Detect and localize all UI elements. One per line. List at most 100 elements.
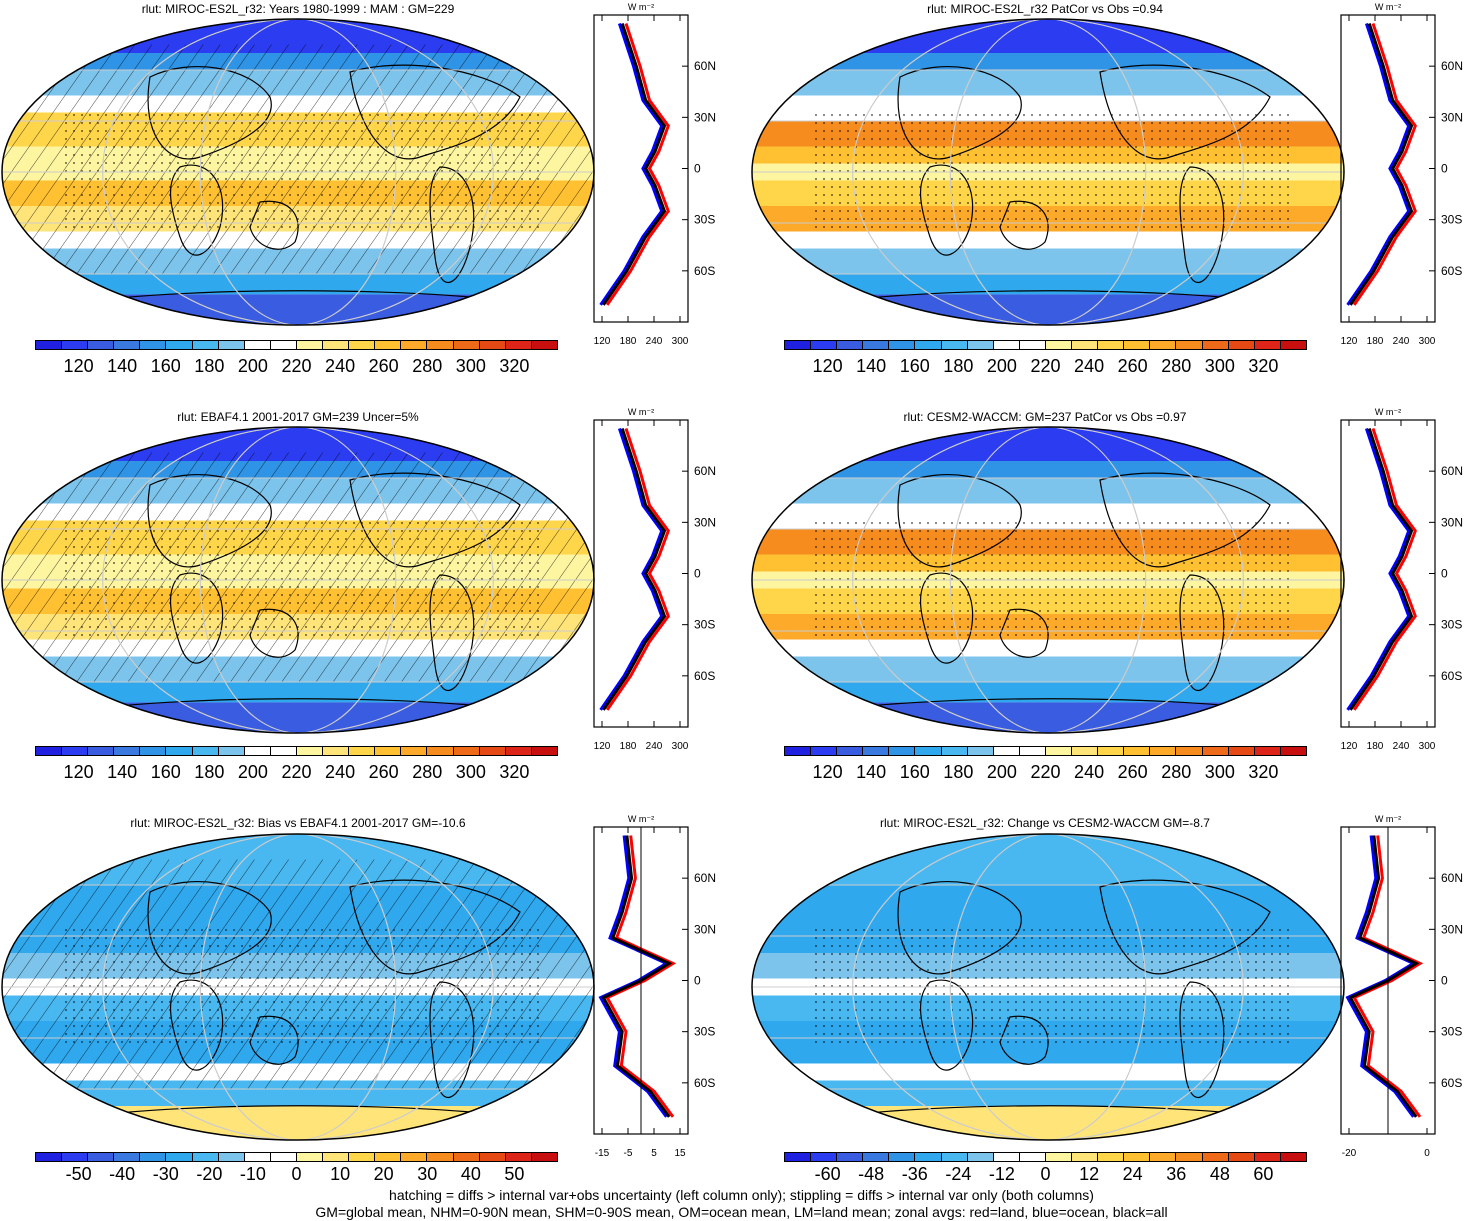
footer-notes: hatching = diffs > internal var+obs unce… <box>0 1187 1483 1221</box>
colorbar-swatch <box>191 747 218 755</box>
colorbar-swatch <box>348 747 375 755</box>
zonal-lat-label: 30S <box>1441 213 1462 227</box>
latitude-band <box>752 1063 1344 1081</box>
colorbar-tick-label: 20 <box>373 1164 394 1184</box>
zonal-lat-label: 60N <box>1441 464 1463 478</box>
zonal-unit-label: W m⁻² <box>628 814 654 824</box>
colorbar-swatch <box>1227 341 1254 349</box>
colorbar-tick-label: 200 <box>237 762 268 782</box>
colorbar-tick-label: 240 <box>325 762 356 782</box>
zonal-x-tick-label: 180 <box>620 336 637 347</box>
colorbar-swatch <box>165 747 192 755</box>
colorbar-tick-label: 200 <box>986 356 1017 376</box>
colorbar-swatch <box>139 341 166 349</box>
zonal-lat-label: 60N <box>1441 871 1463 885</box>
colorbar-swatch <box>452 1153 479 1161</box>
colorbar-swatch <box>504 1153 531 1161</box>
footer-line-means: GM=global mean, NHM=0-90N mean, SHM=0-90… <box>315 1204 1168 1220</box>
panel-3-title: rlut: EBAF4.1 2001-2017 GM=239 Uncer=5% <box>177 410 419 424</box>
colorbar-tick-label: 30 <box>417 1164 438 1184</box>
colorbar-swatch <box>1018 1153 1045 1161</box>
zonal-unit-label: W m⁻² <box>628 407 654 417</box>
zonal-mean-panel-2: W m⁻² 60N 30N 0 30S 60S 120 180 240 300 <box>1340 2 1463 347</box>
colorbar-swatch <box>992 747 1019 755</box>
colorbar-swatch <box>426 1153 453 1161</box>
zonal-x-tick-label: 120 <box>1341 336 1358 347</box>
zonal-x-tick-label: 180 <box>620 741 637 752</box>
colorbar-tick-label: 200 <box>986 762 1017 782</box>
panel-6-title: rlut: MIROC-ES2L_r32: Change vs CESM2-WA… <box>880 816 1210 830</box>
colorbar-tick-label: 36 <box>1166 1164 1187 1184</box>
colorbar-swatch <box>1175 1153 1202 1161</box>
zonal-mean-panel-6: W m⁻² 60N 30N 0 30S 60S -20 0 <box>1340 814 1463 1159</box>
colorbar-swatch <box>836 1153 863 1161</box>
colorbar-swatch <box>217 747 244 755</box>
zonal-lat-label: 60S <box>1441 264 1462 278</box>
colorbar-swatch <box>1018 341 1045 349</box>
colorbar-swatch <box>191 1153 218 1161</box>
colorbar-swatch <box>113 747 140 755</box>
colorbar-swatch <box>785 1153 811 1161</box>
zonal-lat-label: 60S <box>694 669 715 683</box>
colorbar-swatch <box>295 341 323 349</box>
colorbar-swatch <box>139 1153 166 1161</box>
colorbar-swatch <box>1201 341 1228 349</box>
colorbar-swatch <box>1149 747 1176 755</box>
map-panel-1 <box>1 18 595 326</box>
colorbar-swatch <box>940 1153 967 1161</box>
latitude-band <box>752 1106 1344 1140</box>
colorbar-swatch <box>322 747 349 755</box>
colorbar-swatch <box>914 747 941 755</box>
colorbar-tick-label: 60 <box>1253 1164 1274 1184</box>
colorbar-swatch <box>348 1153 375 1161</box>
colorbar-swatch <box>374 341 401 349</box>
zonal-lat-label: 0 <box>694 162 701 176</box>
hatching <box>2 44 594 274</box>
colorbar-swatch <box>113 341 140 349</box>
colorbar-tick-label: 40 <box>460 1164 481 1184</box>
colorbar-swatch <box>61 747 88 755</box>
colorbar-tick-label: 280 <box>412 762 443 782</box>
colorbar-swatch <box>862 341 889 349</box>
zonal-lat-label: 0 <box>694 567 701 581</box>
colorbar-tick-label: 180 <box>194 762 225 782</box>
colorbar-swatch <box>1227 747 1254 755</box>
colorbar-tick-label: 120 <box>63 762 94 782</box>
latitude-band <box>2 682 594 703</box>
panel-1-title: rlut: MIROC-ES2L_r32: Years 1980-1999 : … <box>141 2 455 16</box>
latitude-band <box>752 427 1344 461</box>
colorbar-swatch <box>992 1153 1019 1161</box>
colorbar-swatch <box>1097 341 1124 349</box>
colorbar-swatch <box>504 747 531 755</box>
map-outline <box>751 18 1345 326</box>
colorbar-swatch <box>1227 1153 1254 1161</box>
zonal-frame <box>593 419 689 728</box>
colorbar-swatch <box>1253 341 1280 349</box>
map-panel-3 <box>1 426 595 734</box>
colorbar-swatch <box>426 747 453 755</box>
colorbar-swatch <box>1175 747 1202 755</box>
colorbar-swatch <box>1253 1153 1280 1161</box>
colorbar-tick-label: 160 <box>150 762 181 782</box>
zonal-lat-label: 30S <box>694 618 715 632</box>
colorbar-tick-label: 140 <box>856 356 887 376</box>
colorbar-swatch <box>426 341 453 349</box>
zonal-unit-label: W m⁻² <box>1375 814 1401 824</box>
colorbar-swatch <box>1201 1153 1228 1161</box>
colorbar-tick-label: 320 <box>1248 762 1279 782</box>
zonal-land-line <box>605 835 677 1118</box>
hatching <box>2 859 594 1089</box>
map-panel-2 <box>751 18 1345 326</box>
colorbar-tick-label: 180 <box>194 356 225 376</box>
colorbar-swatch <box>888 1153 915 1161</box>
colorbar-tick-label: 240 <box>1074 356 1105 376</box>
colorbar-swatch <box>1123 1153 1150 1161</box>
zonal-land-line <box>605 23 670 306</box>
colorbar-swatch <box>966 747 993 755</box>
colorbar-swatch <box>504 341 531 349</box>
colorbar-swatch <box>1044 747 1072 755</box>
zonal-frame <box>1340 14 1436 323</box>
colorbar-swatch <box>836 341 863 349</box>
zonal-x-tick-label: 240 <box>1393 741 1410 752</box>
colorbar-swatch <box>243 747 270 755</box>
